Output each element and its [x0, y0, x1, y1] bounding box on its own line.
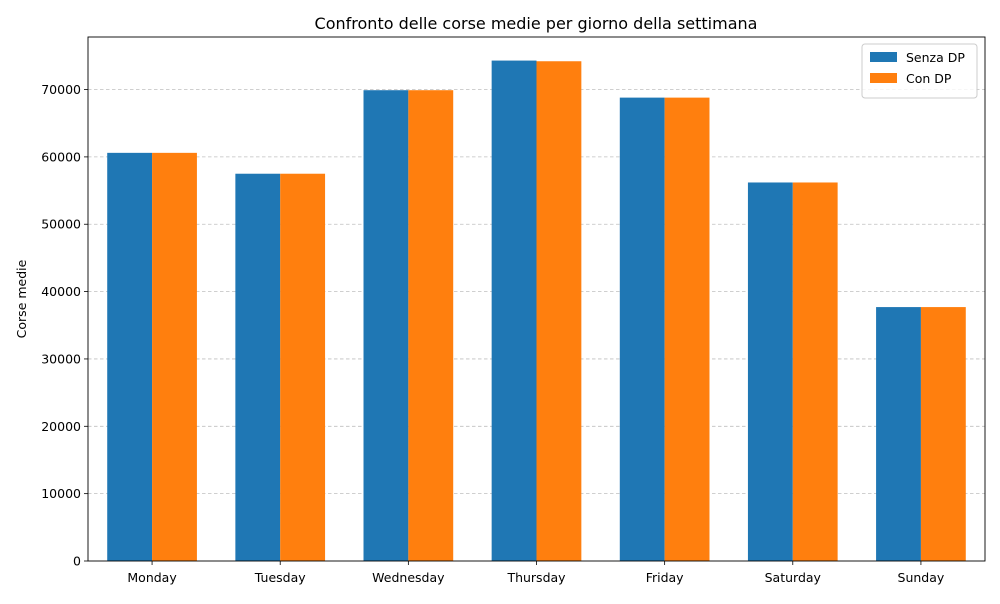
x-tick-label: Thursday — [506, 570, 566, 585]
bar-con-dp-wednesday — [408, 90, 454, 562]
bar-con-dp-tuesday — [280, 173, 326, 562]
legend-label: Senza DP — [906, 50, 965, 65]
x-tick-label: Saturday — [765, 570, 822, 585]
x-tick-label: Monday — [127, 570, 177, 585]
bar-con-dp-sunday — [920, 307, 966, 561]
chart-title: Confronto delle corse medie per giorno d… — [315, 14, 758, 33]
legend: Senza DP Con DP — [861, 43, 978, 99]
bar-con-dp-friday — [664, 97, 710, 561]
plot-frame — [87, 36, 986, 562]
x-tick-label: Tuesday — [254, 570, 306, 585]
bar-con-dp-thursday — [536, 61, 582, 561]
x-tick-label: Sunday — [898, 570, 945, 585]
x-tick-label: Friday — [646, 570, 684, 585]
bar-con-dp-saturday — [792, 182, 838, 561]
bar-senza-dp-thursday — [491, 60, 537, 561]
y-tick-label: 20000 — [41, 419, 81, 434]
bar-senza-dp-sunday — [876, 307, 921, 561]
bars — [107, 60, 966, 562]
bar-senza-dp-friday — [619, 97, 665, 561]
y-tick-label: 50000 — [41, 217, 81, 232]
y-tick-label: 10000 — [41, 486, 81, 501]
axes: 0 10000 20000 30000 40000 50000 60000 70000 Mond… — [41, 36, 986, 585]
bar-senza-dp-saturday — [747, 182, 793, 561]
y-tick-label: 30000 — [41, 351, 81, 366]
y-tick-label: 60000 — [41, 149, 81, 164]
bar-senza-dp-tuesday — [235, 173, 281, 562]
y-tick-label: 0 — [73, 554, 81, 569]
bar-con-dp-monday — [152, 152, 197, 561]
y-tick-label: 40000 — [41, 284, 81, 299]
y-tick-label: 70000 — [41, 82, 81, 97]
legend-label: Con DP — [906, 71, 952, 86]
x-tick-label: Wednesday — [372, 570, 445, 585]
bar-senza-dp-wednesday — [363, 90, 409, 562]
legend-swatch — [870, 52, 897, 62]
bar-senza-dp-monday — [107, 152, 153, 561]
legend-swatch — [870, 73, 897, 83]
y-axis-label: Corse medie — [14, 259, 29, 338]
